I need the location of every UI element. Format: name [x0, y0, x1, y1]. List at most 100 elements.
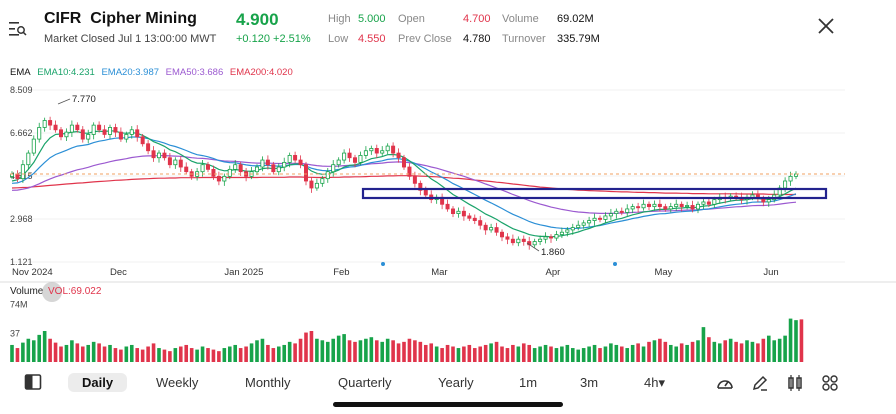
volume-bar: [304, 332, 308, 362]
tf-yearly[interactable]: Yearly: [438, 375, 474, 390]
tf-4h[interactable]: 4h▾: [644, 375, 665, 390]
turnover-label: Turnover: [502, 33, 546, 45]
volume-bar: [483, 344, 488, 362]
draw-pen-icon[interactable]: [751, 374, 769, 392]
volume-bar: [391, 340, 395, 362]
high-value: 5.000: [358, 13, 386, 25]
volume-bar: [282, 344, 287, 362]
ema10-value: EMA10:4.231: [37, 67, 95, 78]
ema20-line: [11, 136, 797, 230]
volume-bar: [97, 343, 101, 362]
candle-body: [565, 229, 570, 233]
candles: [9, 116, 799, 250]
volume-bar: [15, 348, 20, 362]
volume-bar: [37, 334, 42, 362]
candle-body: [652, 203, 657, 208]
candle-body: [461, 210, 466, 217]
candle-body: [358, 154, 363, 163]
gauge-icon[interactable]: [716, 374, 734, 392]
volume-bar: [641, 346, 646, 362]
volume-bar: [777, 338, 782, 362]
y-tick-label: 2.968: [10, 214, 33, 224]
tf-quarterly[interactable]: Quarterly: [338, 375, 392, 390]
volume-bar: [723, 340, 728, 362]
volume-bar: [614, 344, 619, 362]
candle-type-icon[interactable]: [786, 374, 804, 392]
tf-3m[interactable]: 3m: [580, 375, 599, 390]
candle-body: [614, 210, 619, 214]
volume-bar: [581, 348, 586, 362]
candle-body: [298, 159, 303, 166]
volume-bar: [750, 341, 755, 362]
ema-label: EMA: [10, 67, 31, 78]
close-icon[interactable]: [814, 14, 838, 38]
volume-bar: [309, 331, 314, 362]
tf-monthly[interactable]: Monthly: [245, 375, 291, 390]
ema200-value: EMA200:4.020: [229, 67, 293, 78]
volume-bar: [489, 343, 493, 362]
candle-body: [521, 238, 526, 242]
volume-bar: [298, 338, 303, 362]
volume-bar: [255, 340, 259, 362]
volume-bar: [315, 338, 319, 362]
candle-body: [222, 175, 227, 182]
ema-legend[interactable]: EMA EMA10:4.231 EMA20:3.987 EMA50:3.686 …: [10, 67, 297, 78]
volume-bar: [619, 346, 624, 362]
low-value: 4.550: [358, 33, 386, 45]
event-dot: [613, 262, 617, 266]
candle-body: [450, 208, 455, 214]
candle-body: [657, 203, 662, 208]
candle-body: [102, 129, 107, 135]
grid-menu-icon[interactable]: [821, 374, 839, 392]
candle-body: [396, 152, 401, 159]
volume-bar: [576, 349, 581, 362]
tf-1m[interactable]: 1m: [519, 375, 538, 390]
x-tick-label: Nov 2024: [12, 267, 53, 278]
ema200-line: [11, 175, 796, 196]
layout-toggle-icon[interactable]: [24, 373, 42, 391]
volume-bar: [140, 349, 145, 362]
volume-bar: [195, 349, 199, 362]
volume-bar: [31, 340, 36, 362]
volume-bar: [347, 340, 352, 362]
candle-body: [26, 152, 31, 166]
volume-bar: [690, 341, 695, 362]
volume-bar: [211, 349, 216, 362]
chart-settings-icon[interactable]: [8, 20, 28, 38]
volume-bar: [712, 341, 717, 362]
volume-bar: [652, 340, 657, 362]
volume-bar: [429, 343, 434, 362]
volume-bar: [625, 348, 630, 362]
volume-bar: [592, 344, 597, 362]
volume-bar: [293, 343, 297, 362]
volume-bar: [244, 346, 248, 362]
volume-bar: [570, 348, 575, 362]
volume-bar: [42, 331, 47, 362]
candle-body: [80, 129, 85, 140]
candle-body: [380, 150, 385, 154]
volume-bar: [511, 344, 515, 362]
candle-body: [712, 199, 717, 205]
volume-bar: [554, 348, 559, 362]
volume-bar: [739, 343, 744, 362]
candle-body: [690, 205, 695, 210]
candle-body: [576, 224, 581, 228]
market-status: Market Closed Jul 1 13:00:00 MWT: [44, 33, 217, 45]
highlight-box: [361, 187, 828, 200]
volume-bar: [521, 343, 526, 362]
tf-weekly[interactable]: Weekly: [156, 375, 199, 390]
volume-bar: [701, 327, 706, 362]
volume-label: Volume: [10, 286, 44, 297]
candle-body: [42, 120, 47, 128]
candle-body: [233, 164, 238, 170]
volume-bar: [331, 338, 336, 362]
candle-body: [549, 236, 554, 239]
last-price: 4.900: [236, 10, 279, 29]
candle-body: [238, 164, 243, 173]
price-change: +0.120 +2.51%: [236, 33, 311, 45]
volume-bar: [206, 348, 210, 362]
tf-daily[interactable]: Daily: [68, 373, 128, 392]
candle-body: [489, 227, 494, 231]
volume-bar: [799, 319, 804, 362]
